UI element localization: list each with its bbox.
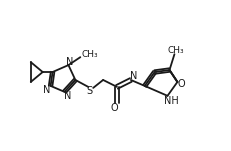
Text: S: S [86,86,92,96]
Text: NH: NH [164,96,179,106]
Text: CH₃: CH₃ [167,46,184,55]
Text: N: N [43,85,50,95]
Text: N: N [66,57,73,67]
Text: O: O [110,103,118,113]
Text: N: N [130,71,137,81]
Text: O: O [178,79,185,89]
Text: CH₃: CH₃ [81,50,98,59]
Text: N: N [64,91,71,101]
